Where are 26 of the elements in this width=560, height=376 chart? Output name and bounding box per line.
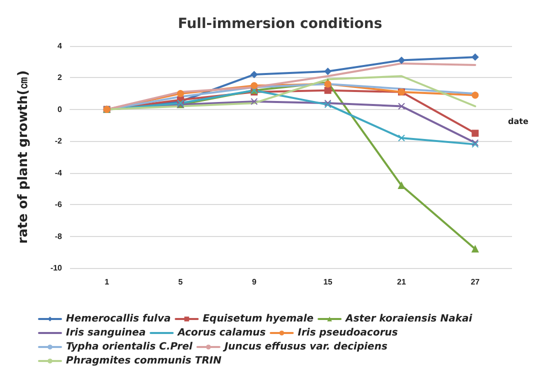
- legend-label: Acorus calamus: [176, 328, 266, 338]
- y-axis-title: rate of plant growth(㎝): [16, 70, 31, 244]
- legend-label: Phragmites communis TRIN: [66, 356, 222, 366]
- y-tick-label: 0: [58, 104, 63, 114]
- legend-label: Hemerocallis fulva: [66, 314, 171, 324]
- x-tick-label: 1: [104, 278, 110, 286]
- legend-label: Iris sanguinea: [66, 328, 146, 338]
- y-tick-label: -2: [54, 136, 63, 146]
- x-tick-label: 21: [397, 278, 406, 286]
- legend-label: Juncus effusus var. decipiens: [222, 342, 388, 352]
- x-tick-label: 5: [178, 278, 184, 286]
- legend-label: Aster koraiensis Nakai: [344, 314, 473, 324]
- chart-title: Full-immersion conditions: [178, 16, 382, 32]
- legend-label: Equisetum hyemale: [202, 314, 314, 324]
- x-tick-label: 9: [252, 278, 257, 286]
- x-tick-label: 15: [323, 278, 333, 286]
- legend-label: Iris pseudoacorus: [298, 328, 398, 338]
- x-tick-label: 27: [470, 278, 480, 286]
- y-tick-label: -6: [54, 200, 63, 210]
- y-tick-label: 2: [58, 73, 63, 82]
- y-tick-label: -4: [54, 168, 63, 178]
- y-tick-label: -8: [54, 232, 63, 241]
- legend-label: Typha orientalis C.Prel: [66, 342, 194, 352]
- y-tick-label: 4: [58, 42, 63, 50]
- x-axis-title: date: [508, 116, 529, 126]
- y-tick-label: -10: [50, 264, 63, 272]
